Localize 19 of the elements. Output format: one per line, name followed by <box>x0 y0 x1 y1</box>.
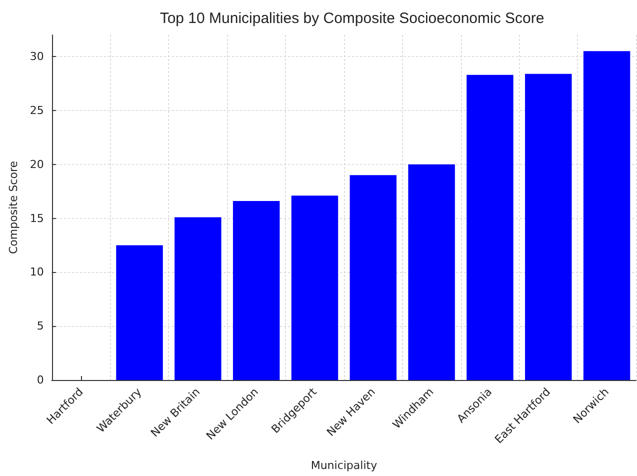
bar <box>408 164 455 380</box>
bar <box>466 74 514 380</box>
bar <box>232 201 280 380</box>
y-tick-label: 5 <box>36 320 44 333</box>
bar <box>116 245 163 380</box>
bar <box>583 51 630 380</box>
y-tick-label: 20 <box>30 158 44 171</box>
y-tick-label: 15 <box>30 212 44 225</box>
x-axis-title: Municipality <box>310 459 378 472</box>
bar <box>174 217 222 380</box>
bar <box>291 196 338 380</box>
chart-title: Top 10 Municipalities by Composite Socioeconomic Score <box>160 10 544 27</box>
bar <box>350 175 397 380</box>
y-tick-label: 30 <box>30 50 44 64</box>
y-axis-title: Composite Score <box>7 160 20 254</box>
bar <box>525 74 572 380</box>
y-tick-label: 25 <box>30 104 44 117</box>
y-tick-label: 0 <box>36 374 44 386</box>
y-tick-label: 10 <box>30 266 44 279</box>
